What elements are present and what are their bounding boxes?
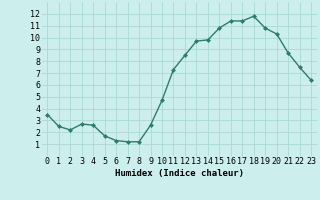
X-axis label: Humidex (Indice chaleur): Humidex (Indice chaleur) — [115, 169, 244, 178]
